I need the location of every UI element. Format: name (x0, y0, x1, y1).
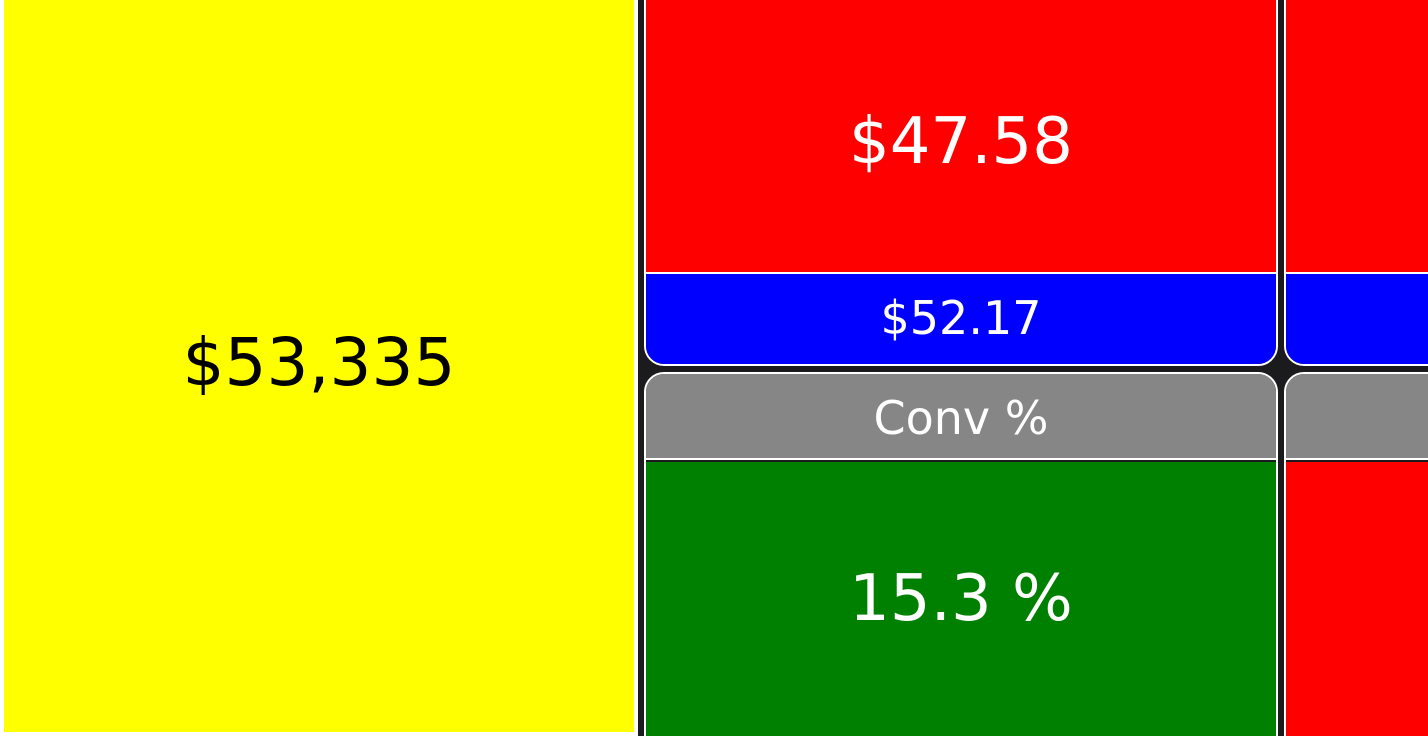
right-metric-header (1286, 374, 1428, 460)
average-value: $47.58 (849, 105, 1073, 179)
middle-bottom-tile[interactable]: Conv % 15.3 % (644, 372, 1278, 736)
right-target-panel (1286, 272, 1428, 364)
conversion-label: Conv % (873, 391, 1049, 445)
right-average-panel (1286, 0, 1428, 272)
right-metric-panel (1286, 462, 1428, 736)
right-bottom-tile[interactable] (1284, 372, 1428, 736)
conversion-header: Conv % (646, 374, 1276, 460)
average-target-value: $52.17 (880, 291, 1042, 345)
total-sales-value: $53,335 (182, 323, 456, 401)
right-top-tile[interactable] (1284, 0, 1428, 366)
conversion-panel: 15.3 % (646, 462, 1276, 736)
average-target-panel: $52.17 (646, 272, 1276, 364)
total-sales-tile[interactable]: $53,335 (0, 0, 638, 736)
conversion-value: 15.3 % (849, 562, 1073, 636)
middle-top-tile[interactable]: $47.58 $52.17 (644, 0, 1278, 366)
average-value-panel: $47.58 (646, 0, 1276, 272)
